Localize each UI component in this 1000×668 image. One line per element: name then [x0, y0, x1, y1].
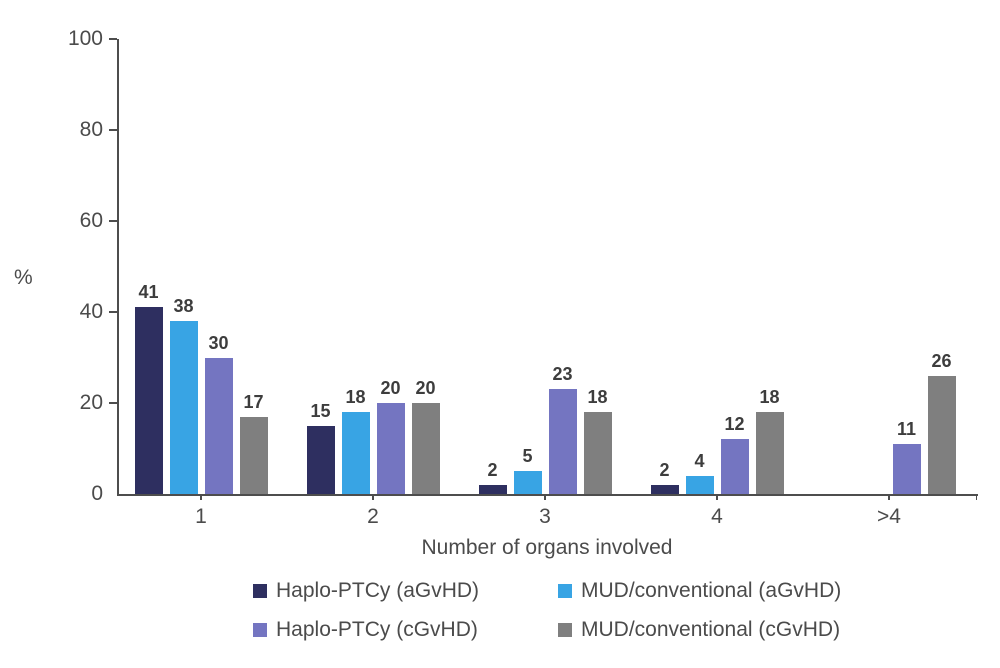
x-tick-label: >4	[877, 505, 901, 528]
bar	[239, 416, 268, 494]
legend-label: Haplo-PTCy (aGvHD)	[276, 579, 480, 602]
x-tick-mark	[888, 494, 890, 500]
y-tick-mark	[109, 402, 117, 404]
bar	[411, 403, 440, 494]
bar-value-label: 17	[243, 391, 264, 412]
bar-value-label: 18	[587, 387, 608, 408]
bar	[720, 439, 749, 494]
y-tick-mark	[109, 38, 117, 40]
bar-value-label: 26	[931, 350, 952, 371]
bar	[341, 412, 370, 494]
bar-value-label: 20	[380, 378, 401, 398]
y-axis-line	[117, 39, 119, 494]
bar	[513, 471, 542, 494]
y-tick-label: 100	[67, 27, 103, 50]
legend-item: Haplo-PTCy (cGvHD)	[253, 617, 558, 643]
bar	[134, 307, 163, 494]
y-tick-label: 80	[79, 118, 103, 141]
x-tick-mark	[716, 494, 718, 500]
bar-value-label: 4	[694, 450, 705, 471]
legend-item: MUD/conventional (cGvHD)	[558, 617, 841, 643]
x-axis-end-tick	[975, 494, 977, 500]
y-tick-label: 20	[79, 391, 103, 414]
bar-value-label: 12	[724, 414, 745, 435]
y-tick-mark	[109, 129, 117, 131]
bar-value-label: 20	[415, 378, 436, 398]
x-axis-title: Number of organs involved	[421, 536, 673, 559]
bar-value-label: 11	[896, 418, 917, 439]
bar	[755, 412, 784, 494]
bar	[583, 412, 612, 494]
bar-value-label: 23	[552, 364, 573, 385]
legend-swatch	[558, 584, 572, 598]
bar	[204, 357, 233, 494]
x-tick-mark	[544, 494, 546, 500]
y-tick-label: 0	[91, 482, 103, 505]
bar-value-label: 38	[173, 296, 194, 317]
bar	[927, 375, 956, 494]
bar-value-label: 2	[659, 459, 670, 480]
y-tick-label: 60	[79, 209, 103, 232]
y-tick-label: 40	[79, 300, 103, 323]
legend-swatch	[253, 623, 267, 637]
x-tick-label: 3	[539, 505, 551, 528]
y-tick-mark	[109, 220, 117, 222]
y-axis-title: %	[14, 266, 33, 289]
bar	[548, 389, 577, 494]
legend-swatch	[253, 584, 267, 598]
x-tick-mark	[372, 494, 374, 500]
legend-label: Haplo-PTCy (cGvHD)	[276, 618, 478, 641]
y-tick-mark	[109, 311, 117, 313]
bar-value-label: 30	[208, 332, 229, 353]
bar-value-label: 2	[487, 459, 498, 480]
bar-value-label: 18	[759, 387, 780, 408]
legend-label: MUD/conventional (aGvHD)	[581, 579, 842, 602]
bar-value-label: 5	[522, 446, 533, 467]
bar	[892, 443, 921, 494]
bar	[650, 484, 679, 494]
x-tick-label: 2	[367, 505, 379, 528]
x-tick-label: 1	[195, 505, 207, 528]
bar	[169, 321, 198, 494]
x-tick-mark	[200, 494, 202, 500]
legend-item: Haplo-PTCy (aGvHD)	[253, 578, 558, 604]
legend-label: MUD/conventional (cGvHD)	[581, 618, 841, 641]
x-tick-label: 4	[711, 505, 723, 528]
bar	[376, 403, 405, 494]
bar-value-label: 41	[138, 282, 159, 303]
bar	[478, 484, 507, 494]
bar	[306, 425, 335, 494]
bar	[685, 475, 714, 494]
x-axis-line	[117, 494, 978, 496]
bar-value-label: 15	[310, 400, 331, 421]
legend: Haplo-PTCy (aGvHD) MUD/conventional (aGvH…	[253, 578, 841, 643]
legend-swatch	[558, 623, 572, 637]
legend-item: MUD/conventional (aGvHD)	[558, 578, 841, 604]
bar-value-label: 18	[345, 387, 366, 408]
